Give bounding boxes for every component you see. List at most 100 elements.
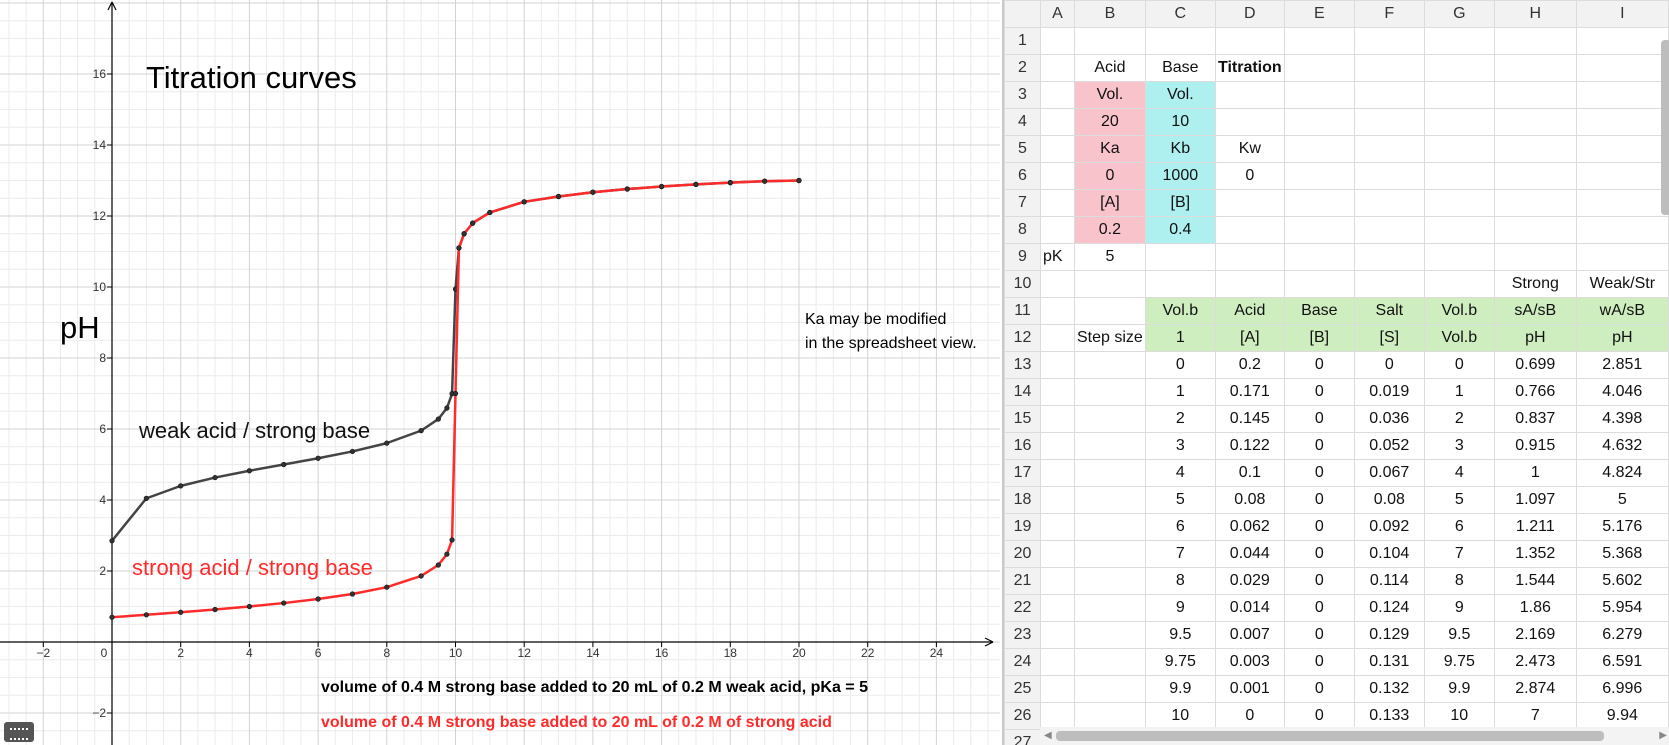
row-header[interactable]: 27: [1004, 729, 1041, 745]
cell[interactable]: 5: [1423, 486, 1495, 514]
cell[interactable]: 0: [1353, 351, 1425, 379]
cell[interactable]: [1040, 621, 1075, 649]
cell[interactable]: [1575, 27, 1669, 55]
cell[interactable]: [1074, 540, 1146, 568]
cell[interactable]: [1214, 81, 1285, 109]
cell[interactable]: 4.632: [1575, 432, 1669, 460]
cell[interactable]: [1353, 81, 1425, 109]
cell[interactable]: 0.067: [1353, 459, 1425, 487]
cell[interactable]: [1074, 27, 1146, 55]
cell[interactable]: [1074, 567, 1146, 595]
column-header-c[interactable]: C: [1144, 0, 1216, 28]
cell[interactable]: [1493, 216, 1577, 244]
cell[interactable]: 9.94: [1575, 702, 1669, 730]
cell[interactable]: Base: [1283, 297, 1355, 325]
cell[interactable]: pH: [1575, 324, 1669, 352]
cell[interactable]: [1040, 81, 1075, 109]
row-header[interactable]: 17: [1004, 459, 1041, 487]
row-header[interactable]: 16: [1004, 432, 1041, 460]
cell[interactable]: Weak/Str: [1575, 270, 1669, 298]
cell[interactable]: 0: [1283, 540, 1355, 568]
cell[interactable]: 0: [1214, 162, 1285, 190]
cell[interactable]: Vol.: [1144, 81, 1216, 109]
cell[interactable]: 4.046: [1575, 378, 1669, 406]
cell[interactable]: Base: [1144, 54, 1216, 82]
cell[interactable]: [1040, 297, 1075, 325]
cell[interactable]: Salt: [1353, 297, 1425, 325]
cell[interactable]: 1.097: [1493, 486, 1577, 514]
cell[interactable]: [1575, 135, 1669, 163]
cell[interactable]: 0.052: [1353, 432, 1425, 460]
row-header[interactable]: 20: [1004, 540, 1041, 568]
cell[interactable]: [1214, 27, 1285, 55]
cell[interactable]: [1283, 27, 1355, 55]
cell[interactable]: 0.044: [1214, 540, 1285, 568]
cell[interactable]: 0.003: [1214, 648, 1285, 676]
cell[interactable]: [1353, 54, 1425, 82]
cell[interactable]: [1575, 54, 1669, 82]
cell[interactable]: 8: [1144, 567, 1216, 595]
column-header-b[interactable]: B: [1074, 0, 1146, 28]
cell[interactable]: pK: [1040, 243, 1075, 271]
cell[interactable]: Acid: [1214, 297, 1285, 325]
row-header[interactable]: 23: [1004, 621, 1041, 649]
cell[interactable]: [1074, 405, 1146, 433]
cell[interactable]: Kb: [1144, 135, 1216, 163]
cell[interactable]: [1283, 162, 1355, 190]
cell[interactable]: 4: [1423, 459, 1495, 487]
row-header[interactable]: 26: [1004, 702, 1041, 730]
row-header[interactable]: 11: [1004, 297, 1041, 325]
cell[interactable]: 5.954: [1575, 594, 1669, 622]
cell[interactable]: 0.131: [1353, 648, 1425, 676]
cell[interactable]: 0.124: [1353, 594, 1425, 622]
row-header[interactable]: 8: [1004, 216, 1041, 244]
row-header[interactable]: 2: [1004, 54, 1041, 82]
cell[interactable]: 5.602: [1575, 567, 1669, 595]
cell[interactable]: 10: [1144, 108, 1216, 136]
cell[interactable]: [1214, 216, 1285, 244]
cell[interactable]: [1423, 270, 1495, 298]
cell[interactable]: 0.2: [1074, 216, 1146, 244]
cell[interactable]: [1214, 270, 1285, 298]
cell[interactable]: 6: [1144, 513, 1216, 541]
column-header-e[interactable]: E: [1283, 0, 1355, 28]
cell[interactable]: 4.824: [1575, 459, 1669, 487]
cell[interactable]: [1283, 243, 1355, 271]
cell[interactable]: 0.129: [1353, 621, 1425, 649]
cell[interactable]: [1214, 189, 1285, 217]
cell[interactable]: 1.86: [1493, 594, 1577, 622]
cell[interactable]: [1353, 270, 1425, 298]
cell[interactable]: [1040, 351, 1075, 379]
row-header[interactable]: 21: [1004, 567, 1041, 595]
cell[interactable]: 0.092: [1353, 513, 1425, 541]
cell[interactable]: 6: [1423, 513, 1495, 541]
scroll-right-icon[interactable]: ▶: [1659, 730, 1667, 741]
cell[interactable]: Strong: [1493, 270, 1577, 298]
cell[interactable]: 1.211: [1493, 513, 1577, 541]
column-header-d[interactable]: D: [1214, 0, 1285, 28]
cell[interactable]: 0: [1283, 702, 1355, 730]
row-header[interactable]: 18: [1004, 486, 1041, 514]
cell[interactable]: 0.4: [1144, 216, 1216, 244]
cell[interactable]: [1353, 162, 1425, 190]
keyboard-icon[interactable]: [4, 722, 34, 742]
cell[interactable]: [1423, 243, 1495, 271]
cell[interactable]: [1283, 108, 1355, 136]
cell[interactable]: 0.915: [1493, 432, 1577, 460]
corner-cell[interactable]: [1004, 0, 1041, 28]
cell[interactable]: [1040, 540, 1075, 568]
cell[interactable]: [1040, 513, 1075, 541]
cell[interactable]: [1493, 189, 1577, 217]
cell[interactable]: 6.591: [1575, 648, 1669, 676]
cell[interactable]: 0.837: [1493, 405, 1577, 433]
row-header[interactable]: 22: [1004, 594, 1041, 622]
cell[interactable]: 10: [1144, 702, 1216, 730]
row-header[interactable]: 7: [1004, 189, 1041, 217]
cell[interactable]: [1040, 135, 1075, 163]
cell[interactable]: [1283, 270, 1355, 298]
cell[interactable]: [1423, 135, 1495, 163]
cell[interactable]: [1074, 432, 1146, 460]
cell[interactable]: Vol.b: [1144, 297, 1216, 325]
cell[interactable]: 0: [1283, 648, 1355, 676]
